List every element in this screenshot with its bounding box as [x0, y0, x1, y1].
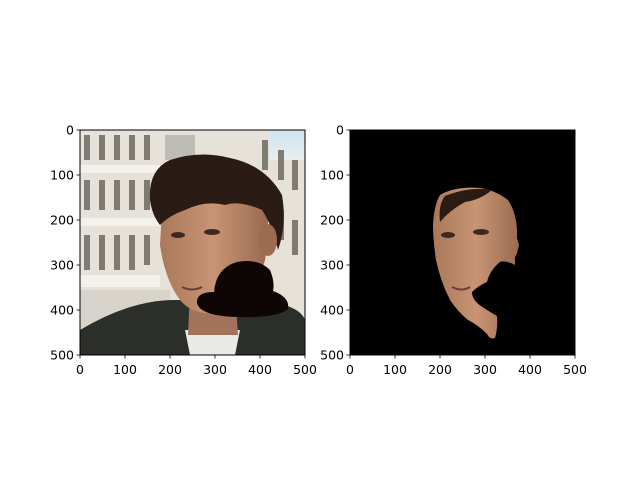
- right-image-panel: [350, 130, 575, 355]
- left-x-tick-label: 100: [113, 362, 137, 377]
- left-x-tick-label: 500: [293, 362, 317, 377]
- left-x-tick-label: 200: [158, 362, 182, 377]
- right-y-tick-label: 400: [320, 303, 344, 318]
- left-y-tick-label: 100: [50, 168, 74, 183]
- right-x-tick-label: 500: [563, 362, 587, 377]
- left-x-tick-label: 400: [248, 362, 272, 377]
- right-y-tick-label: 200: [320, 213, 344, 228]
- right-y-tick-label: 0: [336, 123, 344, 138]
- left-x-tick-label: 0: [76, 362, 84, 377]
- left-y-tick-label: 400: [50, 303, 74, 318]
- right-mask: [350, 130, 575, 355]
- left-x-tick-label: 300: [203, 362, 227, 377]
- left-y-tick-label: 200: [50, 213, 74, 228]
- right-y-tick-label: 300: [320, 258, 344, 273]
- right-y-tick-label: 100: [320, 168, 344, 183]
- left-y-tick-label: 0: [66, 123, 74, 138]
- left-photo: [80, 130, 305, 355]
- right-x-tick-label: 400: [518, 362, 542, 377]
- right-y-tick-label: 500: [320, 348, 344, 363]
- left-y-tick-label: 500: [50, 348, 74, 363]
- left-y-tick-label: 300: [50, 258, 74, 273]
- right-x-tick-label: 0: [346, 362, 354, 377]
- right-x-tick-label: 100: [383, 362, 407, 377]
- right-x-tick-label: 200: [428, 362, 452, 377]
- left-image-panel: [80, 130, 305, 355]
- right-x-tick-label: 300: [473, 362, 497, 377]
